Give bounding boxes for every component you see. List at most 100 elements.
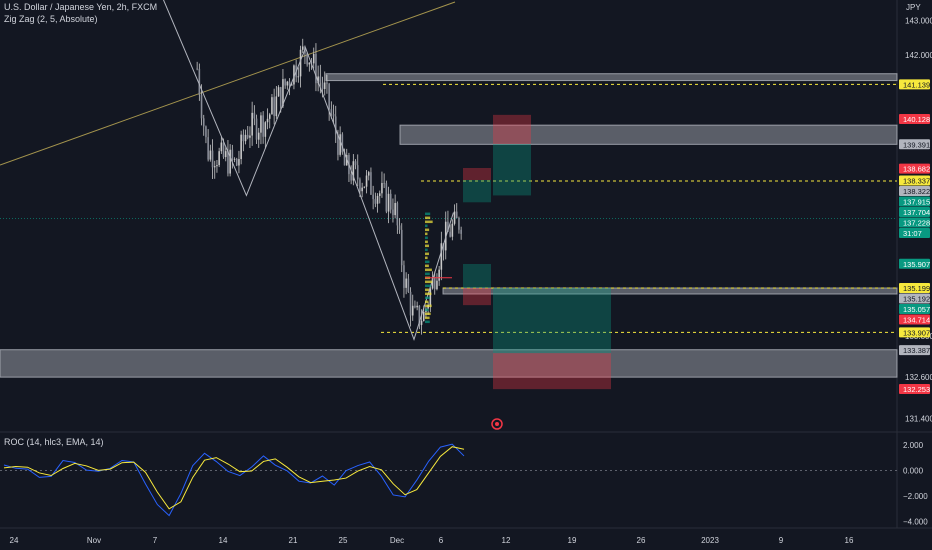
candle-body xyxy=(440,243,443,270)
candle-body xyxy=(376,195,379,204)
candle-body xyxy=(372,194,374,200)
candle-body xyxy=(323,82,326,89)
candle-body xyxy=(396,203,399,226)
sr-zone xyxy=(325,73,898,82)
candle-body xyxy=(407,278,410,292)
candle-body xyxy=(392,209,394,216)
position-box xyxy=(463,168,491,180)
position-box xyxy=(493,288,611,354)
price-badge-label: 137.915 xyxy=(903,197,930,206)
trendline xyxy=(0,1,456,166)
sr-zone xyxy=(442,287,898,295)
volume-profile-bar xyxy=(425,284,432,288)
candle-body xyxy=(312,53,315,64)
candle-body xyxy=(268,114,271,119)
price-badge-label: 134.714 xyxy=(903,316,930,325)
volume-profile-bar xyxy=(425,316,430,320)
candle-body xyxy=(343,152,346,166)
candle-body xyxy=(387,193,390,212)
volume-profile-bar xyxy=(425,288,430,292)
candle-body xyxy=(200,94,203,119)
volume-profile-bar xyxy=(425,224,428,228)
candle-body xyxy=(374,199,377,204)
candle-body xyxy=(405,278,407,288)
volume-profile-bar xyxy=(425,260,430,264)
candle-body xyxy=(319,76,322,83)
volume-profile-bar xyxy=(425,212,431,216)
candle-body xyxy=(398,225,401,230)
volume-profile-bar xyxy=(425,236,428,240)
time-tick-label: 24 xyxy=(10,536,19,545)
candle-body xyxy=(224,151,227,158)
candle-body xyxy=(356,165,359,180)
candle-body xyxy=(341,134,344,153)
roc-tick-label: 0.000 xyxy=(903,466,924,475)
volume-profile-bar xyxy=(425,256,428,260)
candle-body xyxy=(211,150,214,168)
volume-profile-bar xyxy=(425,264,429,268)
candle-body xyxy=(216,165,218,167)
candle-body xyxy=(242,134,245,142)
candle-body xyxy=(260,115,262,133)
time-tick-label: 6 xyxy=(439,536,444,545)
price-badge xyxy=(899,217,930,228)
time-tick-label: 14 xyxy=(219,536,228,545)
candle-body xyxy=(455,211,458,219)
time-tick-label: 19 xyxy=(568,536,577,545)
time-tick-label: Dec xyxy=(390,536,404,545)
volume-profile-bar xyxy=(425,228,430,232)
candle-body xyxy=(315,53,317,84)
price-badge-label: 133.387 xyxy=(903,346,930,355)
candle-body xyxy=(257,132,260,140)
volume-profile-bar xyxy=(425,280,433,284)
candle-body xyxy=(255,118,258,140)
roc-line xyxy=(3,443,465,517)
candle-body xyxy=(253,112,256,119)
volume-profile-bar xyxy=(425,252,429,256)
candle-body xyxy=(271,97,273,115)
currency-label: JPY xyxy=(906,3,921,12)
volume-profile-bar xyxy=(425,272,430,276)
volume-profile-bar xyxy=(425,308,429,312)
candle-body xyxy=(416,305,418,308)
time-tick-label: 16 xyxy=(845,536,854,545)
candle-body xyxy=(354,161,357,166)
time-tick-label: 2023 xyxy=(701,536,719,545)
volume-profile-bar xyxy=(425,240,428,244)
chart-title: U.S. Dollar / Japanese Yen, 2h, FXCM xyxy=(4,2,158,12)
candle-body xyxy=(282,79,284,107)
alert-marker-dot xyxy=(495,422,499,426)
volume-profile-bar xyxy=(425,320,430,324)
candle-body xyxy=(414,305,416,308)
price-badge xyxy=(899,314,930,325)
price-badge xyxy=(899,139,930,150)
candle-body xyxy=(273,97,275,117)
candle-body xyxy=(409,291,412,316)
candle-body xyxy=(321,82,324,89)
candle-body xyxy=(198,68,201,95)
sr-zone xyxy=(399,124,898,145)
price-badge xyxy=(899,345,930,356)
indicator-label: Zig Zag (2, 5, Absolute) xyxy=(4,14,98,24)
candle-body xyxy=(359,179,361,192)
candle-body xyxy=(207,137,209,160)
candle-body xyxy=(361,187,363,192)
candle-body xyxy=(350,174,352,181)
price-badge xyxy=(899,175,930,186)
candle-body xyxy=(288,81,291,86)
candle-body xyxy=(218,151,220,166)
price-badge xyxy=(899,227,930,238)
price-badge xyxy=(899,114,930,125)
candle-body xyxy=(231,149,234,160)
price-badge-label: 139.391 xyxy=(903,140,930,149)
time-tick-label: 12 xyxy=(502,536,511,545)
candles xyxy=(196,38,462,335)
candle-body xyxy=(422,311,425,321)
candle-body xyxy=(451,223,454,237)
candle-body xyxy=(308,62,311,65)
candle-body xyxy=(246,134,249,138)
volume-profile-bar xyxy=(425,300,429,304)
candle-body xyxy=(299,49,302,77)
candle-body xyxy=(235,158,238,166)
